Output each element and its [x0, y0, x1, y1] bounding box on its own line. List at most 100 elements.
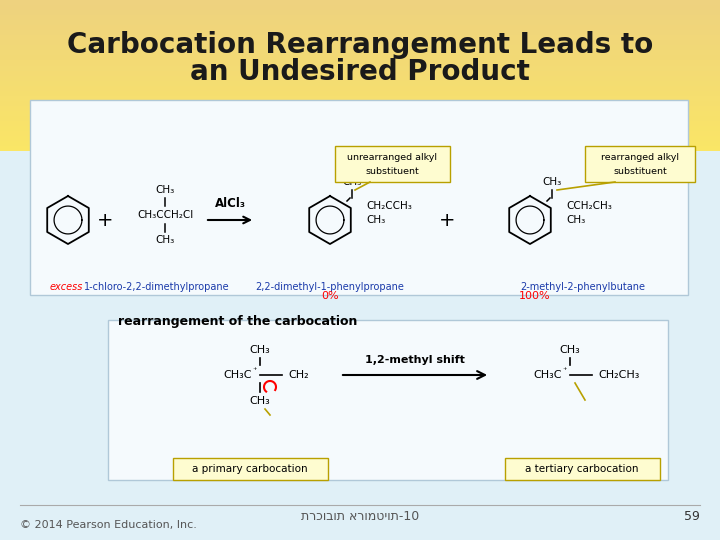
Bar: [0, 453, 720, 459]
Bar: [0, 382, 720, 389]
Bar: [0, 237, 720, 243]
Bar: [0, 323, 720, 329]
Text: rearrangement of the carbocation: rearrangement of the carbocation: [118, 315, 357, 328]
Bar: [0, 172, 720, 178]
Bar: [0, 345, 720, 351]
Text: 1,2-methyl shift: 1,2-methyl shift: [365, 355, 465, 365]
Text: CH₃: CH₃: [542, 177, 562, 187]
Bar: [0, 372, 720, 378]
Text: +: +: [96, 211, 113, 229]
Bar: [0, 501, 720, 508]
Bar: [0, 301, 720, 308]
Text: ⁺: ⁺: [253, 366, 257, 375]
Bar: [0, 166, 720, 173]
Text: CH₃: CH₃: [343, 177, 361, 187]
FancyBboxPatch shape: [505, 458, 660, 480]
Bar: [0, 118, 720, 124]
Bar: [0, 96, 720, 103]
Bar: [0, 123, 720, 130]
Bar: [0, 496, 720, 502]
Text: 2,2-dimethyl-1-phenylpropane: 2,2-dimethyl-1-phenylpropane: [256, 282, 405, 292]
Bar: [0, 355, 720, 362]
Bar: [0, 312, 720, 319]
Bar: [0, 69, 720, 76]
Bar: [0, 318, 720, 324]
Bar: [0, 64, 720, 70]
Bar: [0, 145, 720, 151]
Bar: [0, 507, 720, 513]
Bar: [0, 112, 720, 119]
Bar: [0, 4, 720, 10]
Text: CH₃: CH₃: [366, 215, 385, 225]
Bar: [0, 404, 720, 410]
Text: CH₃: CH₃: [559, 345, 580, 355]
Bar: [0, 485, 720, 491]
Bar: [0, 442, 720, 448]
Bar: [0, 377, 720, 383]
Bar: [0, 285, 720, 292]
Text: substituent: substituent: [613, 166, 667, 176]
Bar: [0, 105, 720, 111]
Bar: [0, 199, 720, 205]
Bar: [0, 366, 720, 373]
Bar: [0, 130, 720, 136]
Text: a tertiary carbocation: a tertiary carbocation: [526, 464, 639, 474]
Bar: [0, 350, 720, 356]
Bar: [0, 64, 720, 71]
Bar: [0, 42, 720, 49]
Bar: [0, 188, 720, 194]
Text: Carbocation Rearrangement Leads to: Carbocation Rearrangement Leads to: [67, 31, 653, 59]
Bar: [0, 420, 720, 427]
Bar: [0, 469, 720, 475]
Bar: [0, 70, 720, 76]
Bar: [0, 0, 720, 5]
Text: 100%: 100%: [519, 291, 551, 301]
Bar: [0, 415, 720, 421]
Text: an Undesired Product: an Undesired Product: [190, 58, 530, 86]
Bar: [0, 9, 720, 15]
Bar: [0, 150, 720, 157]
Bar: [0, 94, 720, 101]
Bar: [0, 307, 720, 313]
Text: CH₂: CH₂: [288, 370, 309, 380]
Bar: [0, 24, 720, 30]
FancyBboxPatch shape: [585, 146, 695, 182]
Bar: [0, 399, 720, 405]
Bar: [0, 426, 720, 432]
Bar: [0, 436, 720, 443]
Bar: [0, 431, 720, 437]
Bar: [0, 120, 720, 126]
Text: CCH₂CH₃: CCH₂CH₃: [566, 201, 612, 211]
Bar: [0, 215, 720, 221]
Bar: [0, 269, 720, 275]
Bar: [0, 110, 720, 116]
Bar: [0, 393, 720, 400]
Bar: [0, 280, 720, 286]
Bar: [0, 139, 720, 146]
Bar: [0, 193, 720, 200]
FancyBboxPatch shape: [108, 320, 668, 480]
Text: 59: 59: [684, 510, 700, 523]
Text: ⁺: ⁺: [563, 366, 567, 375]
FancyBboxPatch shape: [335, 146, 450, 182]
Bar: [0, 388, 720, 394]
Bar: [0, 512, 720, 518]
Bar: [0, 220, 720, 227]
Bar: [0, 177, 720, 184]
Text: +: +: [438, 211, 455, 229]
Bar: [0, 231, 720, 238]
Text: CH₃CCH₂Cl: CH₃CCH₂Cl: [137, 210, 193, 220]
Bar: [0, 15, 720, 22]
Bar: [0, 115, 720, 121]
Bar: [0, 258, 720, 265]
Bar: [0, 80, 720, 86]
Bar: [0, 102, 720, 108]
Bar: [0, 463, 720, 470]
Bar: [0, 34, 720, 40]
Text: תרכובות ארומטיות-10: תרכובות ארומטיות-10: [301, 510, 419, 523]
FancyBboxPatch shape: [30, 100, 688, 295]
Bar: [0, 156, 720, 162]
Bar: [0, 334, 720, 340]
Text: CH₃: CH₃: [566, 215, 585, 225]
Bar: [0, 490, 720, 497]
